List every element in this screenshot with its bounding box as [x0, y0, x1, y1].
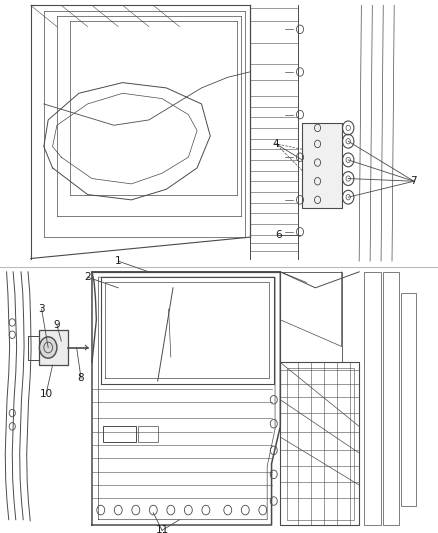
Text: 9: 9 — [53, 320, 60, 330]
Text: 6: 6 — [275, 230, 282, 239]
Text: 7: 7 — [410, 176, 417, 186]
Bar — [280, 362, 359, 525]
Text: 3: 3 — [38, 304, 45, 314]
Text: 10: 10 — [39, 390, 53, 399]
Text: 4: 4 — [272, 139, 279, 149]
Bar — [138, 426, 158, 442]
Bar — [364, 272, 381, 525]
Bar — [383, 272, 399, 525]
Bar — [401, 293, 416, 506]
Text: 2: 2 — [84, 272, 91, 282]
Text: 8: 8 — [78, 374, 85, 383]
Bar — [302, 123, 342, 208]
Text: 1: 1 — [115, 256, 122, 266]
Circle shape — [39, 337, 57, 358]
Bar — [287, 368, 354, 520]
Bar — [103, 426, 136, 442]
Bar — [280, 272, 342, 362]
Text: 11: 11 — [155, 526, 169, 533]
Bar — [39, 330, 68, 365]
